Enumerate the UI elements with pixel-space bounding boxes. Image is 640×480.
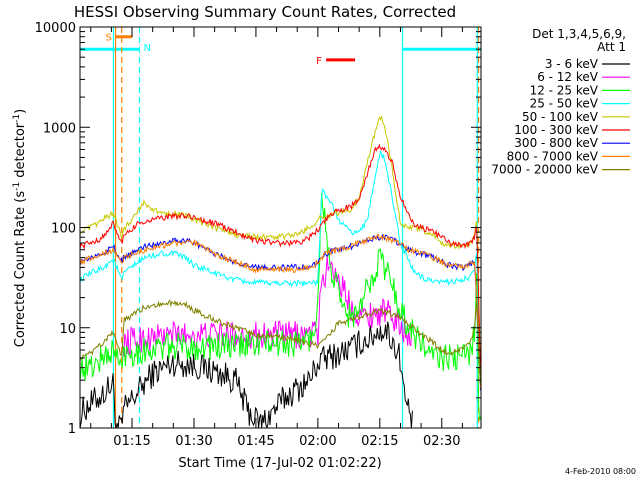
y-tick-label: 100 [51,222,76,237]
x-tick-label: 01:30 [175,434,212,449]
x-tick-label: 01:45 [237,434,274,449]
x-tick-label: 02:30 [423,434,460,449]
legend-entry-label: 100 - 300 keV [514,123,598,137]
y-axis-label-mid: detector [13,122,28,182]
series-line [80,233,481,389]
flag-label: F [316,56,322,67]
instrument-flags: S N F [80,33,481,67]
legend-title-line1: Det 1,3,4,5,6,9, [532,27,626,41]
legend-entry-label: 7000 - 20000 keV [491,163,598,177]
legend-entry-label: 800 - 7000 keV [507,149,599,163]
series-line [80,321,413,428]
series-line [80,299,481,386]
series-line [80,149,481,386]
flag-label: S [106,33,112,44]
x-tick-label: 01:15 [113,434,150,449]
y-tick-label: 1000 [43,121,76,136]
y-axis-label-sup1: -1 [12,182,22,191]
legend-title-line2: Att 1 [597,40,626,54]
legend-entry-label: 25 - 50 keV [530,97,599,111]
legend-entry-label: 300 - 800 keV [514,136,598,150]
series-line [80,115,481,380]
series-line [80,143,481,379]
legend-entry-label: 6 - 12 keV [537,70,599,84]
y-axis-label-sup2: -1 [12,114,22,123]
series-lines [80,115,481,428]
legend-entry-label: 12 - 25 keV [530,83,599,97]
x-axis-label: Start Time (17-Jul-02 01:02:22) [178,456,381,471]
chart-title: HESSI Observing Summary Count Rates, Cor… [74,3,456,21]
y-tick-label: 10000 [35,21,76,36]
y-axis-label-end: ) [13,109,28,114]
y-axis: 1 10 100 1000 10000 [35,21,481,437]
flag-label: N [143,43,150,54]
y-tick-label: 10 [59,322,76,337]
x-axis: 01:15 01:30 01:45 02:00 02:15 02:30 [90,27,463,449]
y-tick-label: 1 [68,422,76,437]
x-tick-label: 02:15 [361,434,398,449]
y-axis-label: Corrected Count Rate (s-1 detector-1) [12,109,28,347]
legend-entry-label: 50 - 100 keV [522,110,599,124]
y-axis-label-main: Corrected Count Rate (s [13,191,28,348]
legend-entry-label: 3 - 6 keV [545,57,599,71]
footer-date: 4-Feb-2010 08:00 [565,467,636,476]
x-tick-label: 02:00 [299,434,336,449]
series-line [80,192,481,421]
